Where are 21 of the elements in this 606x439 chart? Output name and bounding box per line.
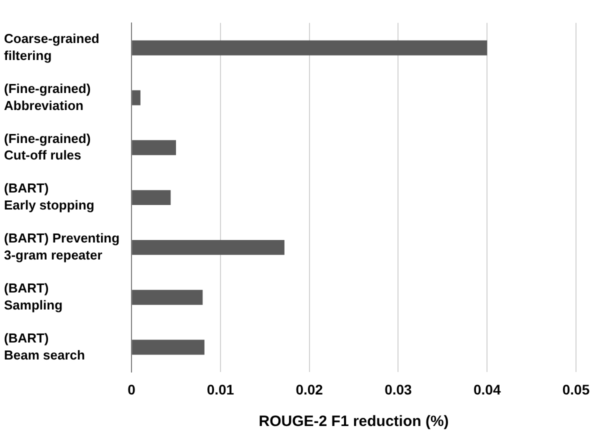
bar (132, 190, 171, 206)
y-tick-label: (BART) Early stopping (4, 180, 94, 213)
x-tick-label: 0.04 (473, 381, 501, 398)
y-tick-label: (BART) Sampling (4, 280, 63, 312)
y-tick-label: (BART) Preventing 3-gram repeater (4, 230, 120, 262)
bar (132, 40, 488, 56)
x-tick-label: 0.05 (562, 381, 590, 398)
x-tick-label: 0.03 (384, 381, 412, 398)
bar (132, 90, 140, 106)
y-tick-label: (Fine-grained) Cut-off rules (4, 130, 91, 163)
x-tick-label: 0 (128, 381, 136, 398)
bar (132, 340, 204, 355)
bar (132, 290, 203, 305)
x-axis-title: ROUGE-2 F1 reduction (%) (258, 413, 449, 430)
y-tick-label: (BART) Beam search (4, 330, 85, 362)
bar (132, 240, 284, 255)
y-tick-label: Coarse-grained filtering (4, 30, 100, 63)
y-tick-label: (Fine-grained) Abbreviation (4, 80, 91, 113)
x-tick-label: 0.02 (296, 381, 324, 398)
bar (132, 140, 176, 156)
x-tick-label: 0.01 (206, 381, 234, 398)
